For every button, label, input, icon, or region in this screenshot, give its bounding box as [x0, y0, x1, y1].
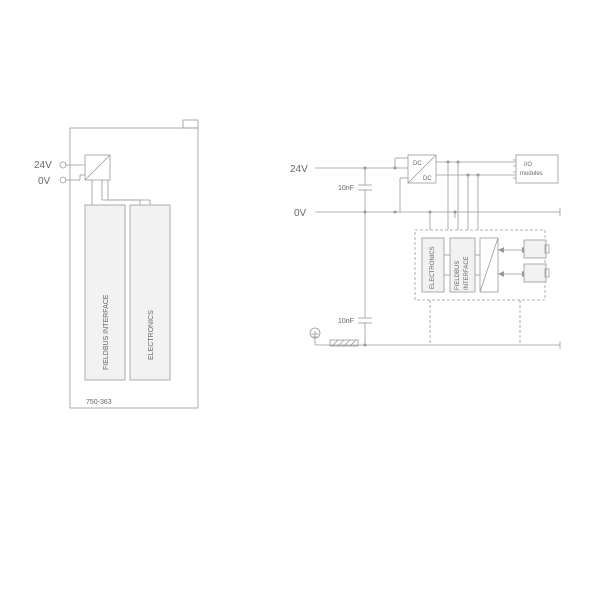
- svg-text:10nF: 10nF: [338, 318, 354, 325]
- connector-2: [524, 264, 549, 282]
- earth-symbol-icon: [310, 328, 320, 345]
- io-modules-box: I/O modules: [513, 155, 558, 183]
- label-electronics-right: ELECTRONICS: [430, 246, 436, 289]
- label-24v-left: 24V: [34, 160, 52, 171]
- svg-text:INTERFACE: INTERFACE: [464, 256, 470, 290]
- isolator-arrows: [498, 247, 528, 277]
- svg-text:DC: DC: [413, 161, 422, 167]
- label-0v-left: 0V: [38, 176, 51, 187]
- svg-text:DC: DC: [423, 176, 432, 182]
- right-schematic: 24V 0V 10nF DC DC: [290, 155, 560, 349]
- svg-text:modules: modules: [520, 171, 543, 177]
- svg-text:I/O: I/O: [524, 162, 532, 168]
- cap-10nf-upper: 10nF: [338, 168, 372, 212]
- label-electronics-left: ELECTRONICS: [148, 310, 155, 360]
- label-fieldbus-left: FIELDBUS INTERFACE: [103, 294, 110, 370]
- part-number: 750-363: [86, 399, 112, 406]
- label-0v-right: 0V: [294, 208, 307, 219]
- dcdc-box: DC DC: [408, 155, 436, 183]
- connector-1: [524, 240, 549, 258]
- svg-text:FIELDBUS: FIELDBUS: [455, 261, 461, 290]
- label-24v-right: 24V: [290, 164, 308, 175]
- schematic-diagram: 24V 0V FIELDBUS INTERFACE ELECTRONICS 75…: [0, 0, 600, 600]
- left-module: 24V 0V FIELDBUS INTERFACE ELECTRONICS 75…: [34, 120, 198, 408]
- svg-text:10nF: 10nF: [338, 185, 354, 192]
- cap-10nf-lower: 10nF: [338, 212, 372, 345]
